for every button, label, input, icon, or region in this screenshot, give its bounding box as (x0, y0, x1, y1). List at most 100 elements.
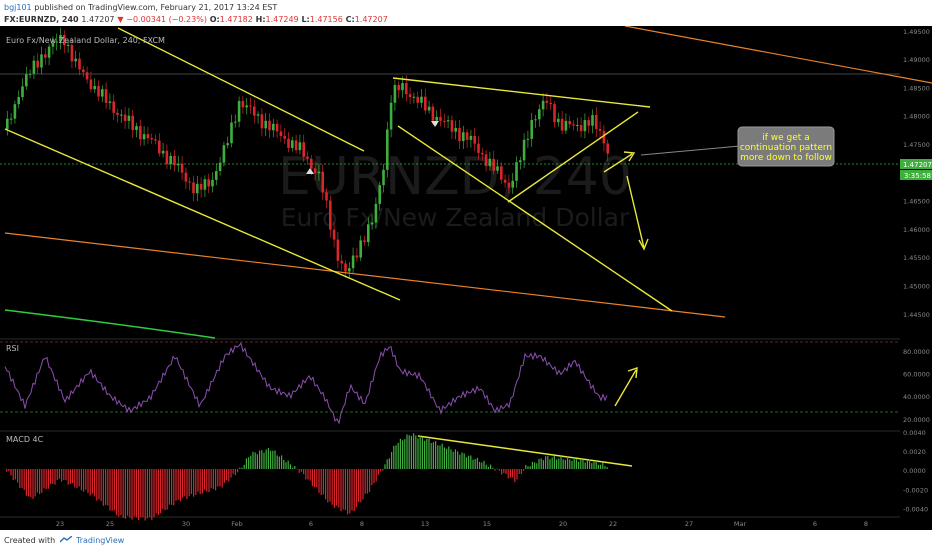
macd-bar (237, 469, 239, 473)
down-arrow-icon: ▼ (117, 15, 124, 24)
macd-bar (32, 469, 34, 499)
candle-body (606, 143, 609, 154)
candle-body (598, 128, 602, 131)
macd-bar (476, 457, 478, 469)
candle-body (435, 116, 438, 121)
candle-body (55, 41, 58, 43)
macd-bar (221, 469, 223, 488)
macd-bar (582, 459, 584, 469)
macd-bar (146, 469, 148, 519)
time-tick-label: Feb (231, 520, 243, 528)
candle-body (158, 140, 161, 154)
callout-pointer (640, 145, 741, 156)
projection-arrow-up[interactable] (603, 153, 633, 173)
tradingview-link[interactable]: TradingView (76, 536, 125, 545)
macd-bar (562, 459, 564, 469)
macd-bar (56, 469, 58, 481)
macd-bar (604, 466, 606, 469)
candle-body (104, 89, 108, 103)
macd-bar (195, 469, 197, 495)
annotation-callout[interactable] (737, 126, 835, 167)
rsi-arrow-up[interactable] (614, 369, 637, 407)
candle-body (473, 135, 476, 144)
macd-divergence-line[interactable] (417, 435, 633, 467)
channel-lower-line[interactable] (4, 128, 401, 301)
candle-body (549, 102, 552, 105)
macd-bar (397, 442, 399, 469)
macd-bar (107, 469, 109, 506)
candle-body (359, 240, 362, 258)
candle-body (272, 123, 275, 131)
macd-bar (461, 452, 463, 469)
macd-bar (413, 433, 415, 469)
candle-body (131, 115, 134, 131)
candle-body (382, 169, 385, 186)
macd-bar (252, 451, 254, 469)
candle-body (503, 179, 507, 183)
macd-bar (259, 450, 261, 469)
macd-bar (494, 469, 496, 471)
candle-body (484, 154, 488, 167)
macd-bar (430, 443, 432, 469)
price-tag-text: 1.47207 (903, 161, 932, 169)
macd-bar (67, 469, 69, 485)
created-with-label: Created with (4, 536, 56, 545)
macd-bar (300, 469, 302, 472)
wedge-lower-line[interactable] (397, 125, 673, 312)
macd-bar (230, 469, 232, 478)
triangle-marker-icon (306, 168, 314, 174)
macd-bar (424, 440, 426, 469)
price-axis[interactable] (900, 26, 932, 530)
chart-canvas[interactable]: EURNZD, 240 Euro Fx/New Zealand Dollar (0, 25, 932, 530)
yellow-drawings[interactable] (4, 27, 673, 467)
macd-bar (298, 469, 300, 473)
macd-bar (525, 464, 527, 469)
macd-bar (199, 469, 201, 495)
candle-body (416, 96, 419, 103)
macd-bar (155, 469, 157, 514)
macd-bar (208, 469, 210, 493)
projection-arrow-down[interactable] (626, 175, 645, 249)
macd-histogram (6, 433, 608, 521)
macd-bar (184, 469, 186, 497)
candle-body (32, 60, 36, 74)
macd-bar (571, 460, 573, 469)
macd-bar (36, 469, 38, 493)
time-ticks: 23 25 30 Feb 6 8 13 15 20 22 27 Mar 6 8 (56, 520, 868, 528)
macd-bar (287, 460, 289, 469)
macd-bar (426, 438, 428, 469)
macd-bar (551, 457, 553, 469)
macd-bar (63, 469, 65, 480)
macd-bar (496, 468, 498, 470)
channel-upper-line[interactable] (117, 27, 365, 152)
macd-bar (105, 469, 107, 506)
macd-bar (135, 469, 137, 518)
rsi-tick-label: 20.0000 (903, 416, 930, 424)
macd-bar (382, 469, 384, 471)
candle-body (511, 180, 514, 188)
macd-bar (21, 469, 23, 488)
arrow-head-icon (623, 151, 636, 162)
chart-area[interactable]: EURNZD, 240 Euro Fx/New Zealand Dollar (0, 25, 932, 530)
candle-body (560, 118, 564, 131)
macd-bar (43, 469, 45, 489)
candle-body (89, 79, 93, 90)
orange-trendline-lower[interactable] (4, 232, 726, 318)
wedge-upper-line[interactable] (392, 77, 651, 108)
macd-bar (393, 445, 395, 469)
price-tick-label: 1.48000 (903, 113, 930, 121)
macd-bar (89, 469, 91, 496)
macd-bar (19, 469, 21, 489)
wedge-support-line[interactable] (507, 111, 639, 203)
macd-bar (69, 469, 71, 484)
author-link[interactable]: bgj101 (4, 3, 32, 12)
candle-body (530, 119, 533, 139)
candle-body (363, 240, 366, 243)
macd-bar (171, 469, 173, 505)
macd-bar (380, 469, 382, 472)
macd-bar (344, 469, 346, 511)
candle-body (465, 132, 469, 140)
candle-body (59, 35, 62, 42)
orange-trendline-upper[interactable] (624, 25, 932, 84)
candle-body (6, 118, 9, 129)
